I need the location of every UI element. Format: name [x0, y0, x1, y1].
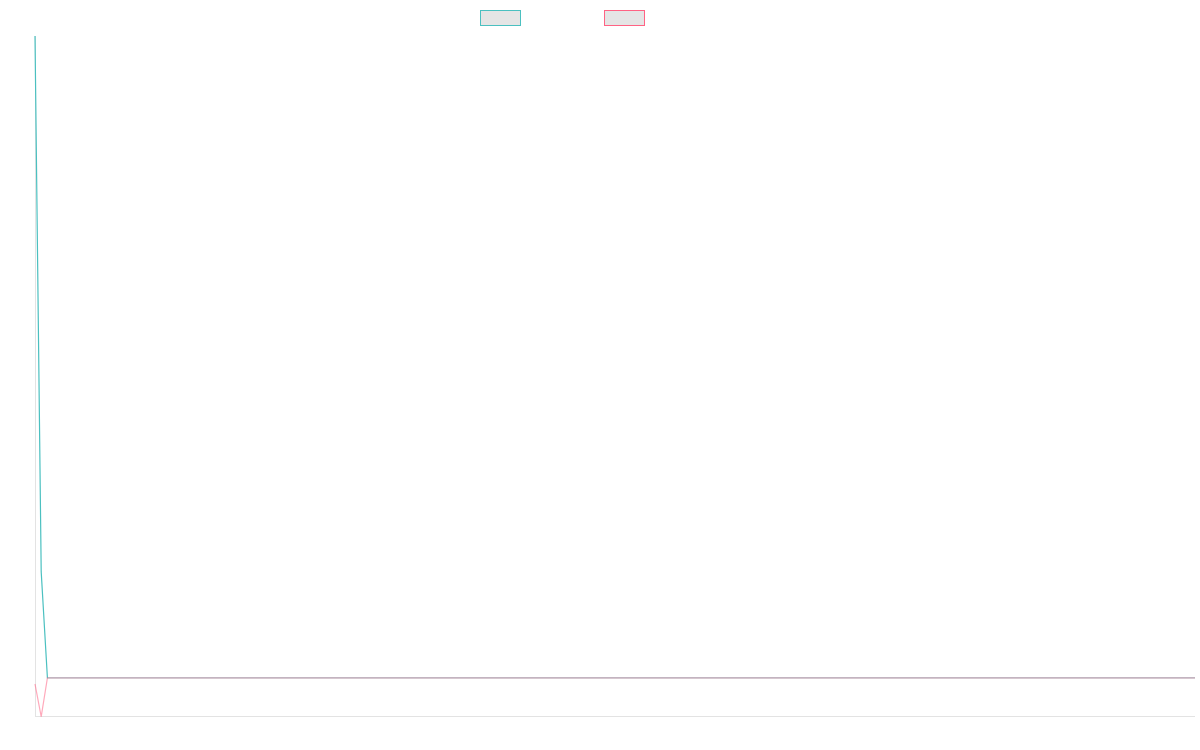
series-group — [34, 35, 1195, 717]
series-line-1 — [34, 35, 1195, 679]
series-line-2 — [34, 677, 1195, 717]
legend — [480, 10, 645, 26]
legend-swatch-2[interactable] — [604, 10, 645, 26]
legend-swatch-1[interactable] — [480, 10, 521, 26]
